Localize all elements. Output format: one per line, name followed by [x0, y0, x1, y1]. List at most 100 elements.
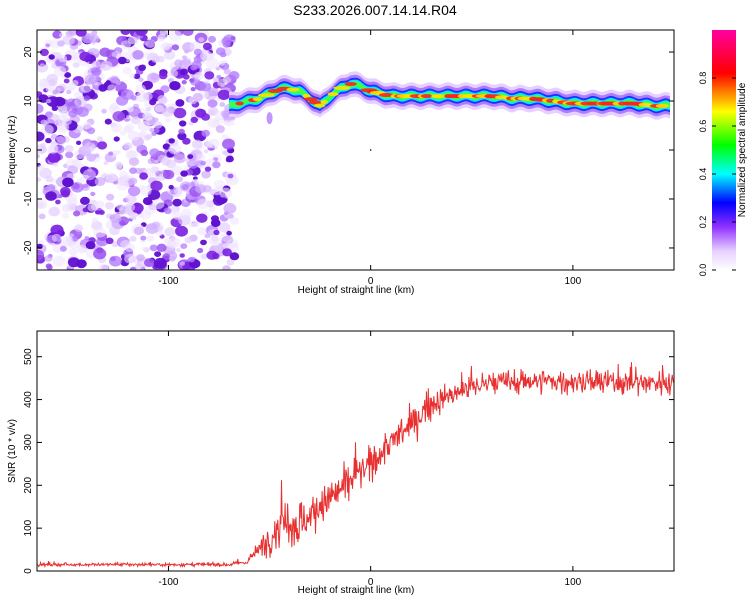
noise-blob — [154, 251, 162, 257]
noise-blob — [135, 84, 146, 94]
noise-blob — [37, 103, 44, 114]
noise-blob — [145, 39, 156, 48]
noise-blob — [193, 221, 200, 228]
noise-blob — [154, 104, 164, 113]
noise-blob — [52, 162, 59, 168]
noise-blob — [109, 75, 119, 84]
noise-blob — [94, 177, 106, 187]
noise-blob — [62, 212, 70, 219]
noise-blob — [115, 161, 123, 168]
noise-blob — [82, 169, 96, 181]
noise-blob — [133, 73, 141, 80]
noise-blob — [149, 148, 160, 158]
noise-blob — [98, 263, 109, 270]
snr-x-axis-label: Height of straight line (km) — [298, 585, 415, 596]
noise-blob — [120, 89, 134, 100]
figure-title: S233.2026.007.14.14.R04 — [293, 2, 457, 18]
noise-blob — [222, 265, 231, 270]
noise-blob — [149, 166, 157, 173]
noise-blob — [217, 89, 230, 101]
noise-blob — [203, 79, 210, 84]
noise-blob — [45, 175, 54, 183]
ridge-hotspot — [333, 86, 351, 90]
noise-blob — [107, 84, 117, 92]
noise-blob — [39, 48, 49, 57]
noise-blob — [106, 193, 115, 201]
noise-blob — [72, 62, 80, 68]
colorbar-label: Normalized spectral amplitude — [737, 82, 748, 217]
noise-blob — [45, 263, 52, 269]
noise-blob — [57, 40, 65, 47]
noise-blob — [136, 91, 150, 103]
noise-blob — [136, 254, 145, 262]
noise-blob — [181, 184, 189, 191]
noise-blob — [90, 67, 102, 76]
noise-blob — [153, 257, 167, 269]
noise-blob — [218, 222, 231, 233]
noise-blob — [94, 153, 100, 158]
noise-blob — [45, 191, 57, 201]
noise-blob — [176, 176, 184, 182]
noise-blob — [60, 186, 71, 196]
noise-blob — [173, 189, 180, 195]
colorbar-tick-label: 0.8 — [698, 72, 708, 85]
noise-blob — [82, 121, 92, 130]
noise-blob — [76, 106, 89, 117]
noise-blob — [213, 179, 225, 189]
noise-blob — [80, 196, 90, 205]
noise-blob — [96, 136, 104, 142]
noise-blob — [179, 261, 186, 266]
noise-blob — [206, 250, 218, 260]
noise-blob — [197, 227, 207, 236]
noise-blob — [168, 143, 182, 155]
noise-blob — [58, 54, 68, 63]
noise-blob — [213, 77, 219, 82]
noise-blob — [204, 166, 212, 172]
noise-blob — [168, 184, 174, 190]
noise-blob — [93, 227, 106, 238]
noise-blob — [163, 207, 172, 215]
noise-blob — [151, 198, 165, 210]
noise-blob — [55, 199, 61, 205]
noise-blob — [212, 187, 222, 196]
noise-blob — [182, 137, 191, 145]
noise-blob — [127, 130, 140, 141]
noise-blob — [68, 110, 78, 118]
noise-blob — [179, 253, 185, 258]
noise-blob — [40, 143, 46, 148]
noise-blob — [228, 71, 240, 80]
noise-blob — [158, 71, 168, 80]
noise-blob — [149, 127, 155, 133]
noise-blob — [37, 131, 45, 142]
ridge-hotspot — [303, 97, 318, 102]
noise-blob — [91, 30, 98, 36]
noise-blob — [120, 40, 131, 49]
noise-blob — [129, 167, 138, 174]
colorbar: 0.0 0.2 0.4 0.6 0.8 Normalized spectral ampl… — [698, 30, 748, 276]
noise-blob — [61, 204, 72, 213]
ridge-hotspot — [235, 101, 244, 106]
noise-blob — [68, 248, 78, 256]
noise-blob — [98, 84, 108, 92]
noise-blob — [121, 174, 130, 182]
noise-blob — [131, 216, 137, 221]
noise-blob — [182, 55, 187, 60]
noise-blob — [87, 203, 98, 212]
noise-blob — [221, 197, 227, 202]
ridge-hotspot — [258, 93, 275, 98]
noise-blob — [200, 160, 206, 166]
noise-blob — [187, 154, 194, 160]
noise-blob — [139, 172, 149, 180]
noise-blob — [49, 86, 61, 96]
noise-blob — [190, 64, 198, 71]
ridge-hotspot — [434, 94, 445, 99]
noise-blob — [93, 248, 107, 260]
noise-blob — [163, 43, 170, 50]
noise-blob — [37, 164, 46, 172]
noise-blob — [138, 64, 146, 72]
noise-blob — [190, 116, 198, 123]
ridge-hotspot — [344, 82, 357, 86]
snr-axes: -100 0 100 0 100 200 300 400 500 — [23, 331, 674, 588]
noise-blob — [218, 60, 225, 66]
noise-blob — [73, 91, 82, 98]
